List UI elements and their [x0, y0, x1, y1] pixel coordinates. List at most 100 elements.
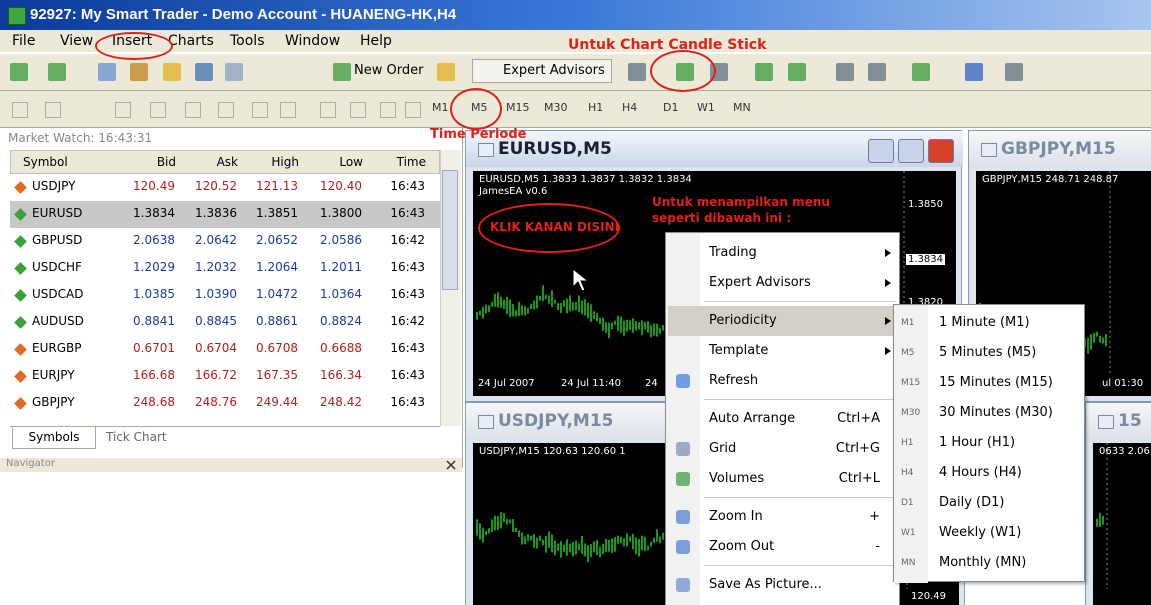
menu-item[interactable]: Refresh: [668, 366, 897, 396]
menu-item[interactable]: Save As Picture...: [668, 570, 897, 600]
column-header[interactable]: Bid: [126, 155, 176, 169]
timeframe-button[interactable]: MN: [733, 101, 751, 114]
drawing-tool[interactable]: [150, 102, 166, 118]
arrow-glyph: [885, 317, 891, 325]
menu-item[interactable]: Periodicity: [668, 306, 897, 336]
drawing-tool[interactable]: [280, 102, 296, 118]
chart-area: 0633 2.0638: [1093, 443, 1151, 605]
menu-code: H4: [901, 468, 914, 478]
toolbar-button[interactable]: [1005, 63, 1023, 81]
toolbar-button[interactable]: [965, 63, 983, 81]
close-icon[interactable]: [446, 460, 456, 470]
drawing-tool[interactable]: [320, 102, 336, 118]
column-header[interactable]: High: [249, 155, 299, 169]
menu-item[interactable]: View: [60, 33, 93, 49]
menu-item[interactable]: Zoom In+: [668, 502, 897, 532]
toolbar-button[interactable]: [195, 63, 213, 81]
drawing-tool[interactable]: [350, 102, 366, 118]
toolbar-button[interactable]: [912, 63, 930, 81]
menu-label: Zoom In: [709, 509, 763, 524]
menu-item[interactable]: Help: [360, 33, 392, 49]
drawing-tool[interactable]: [45, 102, 61, 118]
timeframe-button[interactable]: W1: [697, 101, 715, 114]
window-button[interactable]: [928, 139, 954, 163]
toolbar-button[interactable]: [98, 63, 116, 81]
drawing-tool[interactable]: [115, 102, 131, 118]
menu-item[interactable]: Window: [285, 33, 340, 49]
toolbar-button[interactable]: Expert Advisors: [472, 59, 612, 83]
timeframe-button[interactable]: M1: [432, 101, 449, 114]
symbol: USDJPY: [32, 179, 75, 193]
tab[interactable]: Symbols: [12, 427, 96, 449]
timeframe-button[interactable]: H4: [622, 101, 637, 114]
menu-item[interactable]: Template: [668, 336, 897, 366]
toolbar-button[interactable]: [130, 63, 148, 81]
toolbar-button[interactable]: [10, 63, 28, 81]
menu-item[interactable]: Zoom Out-: [668, 532, 897, 562]
timeframe-button[interactable]: H1: [588, 101, 603, 114]
tab[interactable]: Tick Chart: [106, 430, 167, 444]
window-button[interactable]: [898, 139, 924, 163]
timeframe-button[interactable]: M30: [544, 101, 568, 114]
menu-item[interactable]: Expert Advisors: [668, 268, 897, 298]
price-cell: 120.40: [302, 179, 362, 193]
menu-item[interactable]: Charts: [168, 33, 214, 49]
drawing-tool[interactable]: [185, 102, 201, 118]
menu-item[interactable]: Tools: [230, 33, 265, 49]
toolbar-button[interactable]: [868, 63, 886, 81]
menu-item[interactable]: File: [12, 33, 35, 49]
column-header[interactable]: Symbol: [23, 155, 68, 169]
price-cell: 2.0642: [177, 233, 237, 247]
toolbar-button[interactable]: [755, 63, 773, 81]
timeframe-button[interactable]: M15: [506, 101, 530, 114]
toolbar-button[interactable]: [628, 63, 646, 81]
button-label: Expert Advisors: [503, 63, 605, 78]
menu-item[interactable]: Trading: [668, 238, 897, 268]
window-button[interactable]: [868, 139, 894, 163]
toolbar-button[interactable]: [225, 63, 243, 81]
column-header[interactable]: Low: [313, 155, 363, 169]
toolbar-button[interactable]: [163, 63, 181, 81]
submenu-arrow: [885, 347, 891, 355]
toolbar-button[interactable]: [437, 63, 455, 81]
timeframe-button[interactable]: D1: [663, 101, 678, 114]
toolbar-button[interactable]: New Order: [354, 63, 423, 78]
toolbar-button[interactable]: [333, 63, 351, 81]
price-cell: 166.68: [115, 368, 175, 382]
drawing-tool[interactable]: [252, 102, 268, 118]
scroll-thumb[interactable]: [442, 170, 458, 290]
column-header[interactable]: Time: [376, 155, 426, 169]
drawing-tool[interactable]: [218, 102, 234, 118]
menu-icon: [676, 540, 690, 554]
toolbar-button[interactable]: [836, 63, 854, 81]
drawing-tool[interactable]: [380, 102, 396, 118]
drawing-tool[interactable]: [405, 102, 421, 118]
toolbar-button[interactable]: [48, 63, 66, 81]
toolbar-button[interactable]: [788, 63, 806, 81]
drawing-tool[interactable]: [12, 102, 28, 118]
price-cell: 1.3800: [302, 206, 362, 220]
column-header[interactable]: Ask: [188, 155, 238, 169]
